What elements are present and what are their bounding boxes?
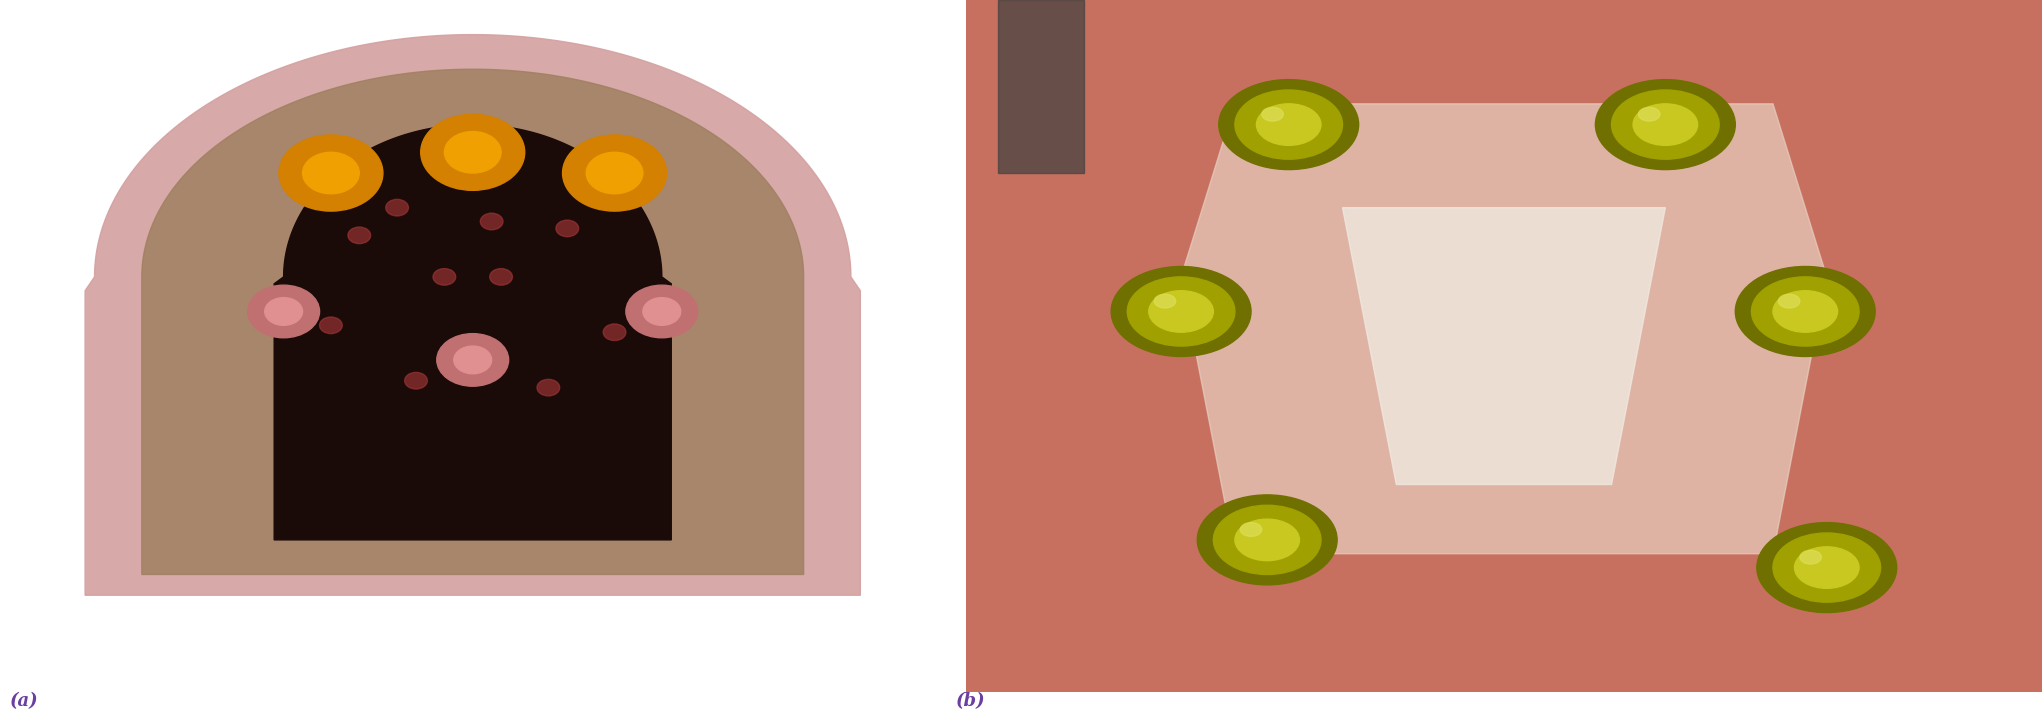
Circle shape xyxy=(404,372,427,389)
Polygon shape xyxy=(1342,208,1666,485)
Polygon shape xyxy=(141,69,805,575)
Circle shape xyxy=(319,317,343,334)
Circle shape xyxy=(586,152,643,194)
Circle shape xyxy=(602,324,627,340)
Circle shape xyxy=(1611,90,1719,159)
Circle shape xyxy=(1111,267,1252,356)
Circle shape xyxy=(1736,267,1875,356)
Circle shape xyxy=(302,152,359,194)
Circle shape xyxy=(1799,550,1821,564)
Circle shape xyxy=(445,131,500,173)
Circle shape xyxy=(1127,277,1235,346)
Circle shape xyxy=(1772,291,1838,332)
Circle shape xyxy=(1239,523,1262,536)
Circle shape xyxy=(386,199,408,216)
Circle shape xyxy=(1256,104,1321,146)
Circle shape xyxy=(1795,547,1858,588)
Circle shape xyxy=(490,268,513,286)
Circle shape xyxy=(1219,79,1358,169)
Circle shape xyxy=(627,286,698,337)
Circle shape xyxy=(1213,505,1321,575)
Polygon shape xyxy=(1180,104,1828,554)
Circle shape xyxy=(562,135,666,211)
Circle shape xyxy=(1150,291,1213,332)
Text: (a): (a) xyxy=(10,692,39,710)
Circle shape xyxy=(1154,294,1176,308)
Circle shape xyxy=(1235,519,1299,561)
Circle shape xyxy=(433,268,455,286)
Polygon shape xyxy=(274,125,672,540)
Circle shape xyxy=(247,286,319,337)
Text: (b): (b) xyxy=(956,692,986,710)
Circle shape xyxy=(1779,294,1799,308)
Circle shape xyxy=(347,227,370,244)
Circle shape xyxy=(265,298,302,325)
Polygon shape xyxy=(86,35,860,596)
Circle shape xyxy=(1772,533,1881,602)
Circle shape xyxy=(1638,107,1660,121)
Circle shape xyxy=(437,334,508,386)
Circle shape xyxy=(1262,107,1282,121)
Polygon shape xyxy=(966,0,2042,692)
Circle shape xyxy=(537,379,560,396)
Circle shape xyxy=(1197,495,1338,585)
Bar xyxy=(999,0,1084,173)
Circle shape xyxy=(1752,277,1858,346)
Circle shape xyxy=(421,114,525,190)
Circle shape xyxy=(1756,523,1897,613)
Circle shape xyxy=(643,298,680,325)
Circle shape xyxy=(1235,90,1342,159)
Circle shape xyxy=(280,135,384,211)
Circle shape xyxy=(480,213,502,230)
Circle shape xyxy=(453,346,492,373)
Circle shape xyxy=(1595,79,1736,169)
Circle shape xyxy=(1634,104,1697,146)
Circle shape xyxy=(555,220,578,236)
